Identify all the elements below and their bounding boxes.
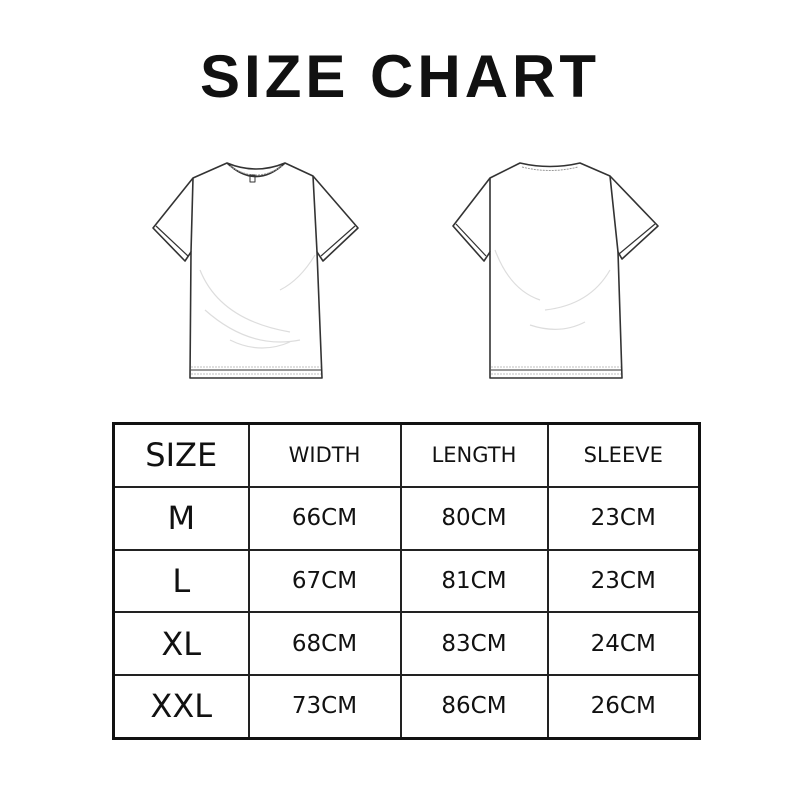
header-size: SIZE: [112, 422, 250, 488]
t-shirt-back-icon: [452, 162, 659, 379]
width-cell: 66CM: [247, 485, 402, 551]
page-title: SIZE CHART: [200, 43, 600, 110]
width-cell: 67CM: [247, 548, 402, 614]
sleeve-cell: 26CM: [546, 673, 701, 740]
length-cell: 81CM: [399, 548, 549, 614]
length-cell: 83CM: [399, 611, 549, 676]
table-row: XXL 73CM 86CM 26CM: [112, 673, 701, 740]
header-sleeve: SLEEVE: [546, 422, 701, 488]
table-row: XL 68CM 83CM 24CM: [112, 611, 701, 676]
size-cell: XL: [112, 611, 250, 676]
shirt-illustrations: [152, 162, 659, 379]
table-row: M 66CM 80CM 23CM: [112, 485, 701, 551]
t-shirt-front-icon: [152, 162, 359, 379]
size-table: SIZE WIDTH LENGTH SLEEVE M 66CM 80CM 23C…: [112, 422, 701, 740]
size-cell: L: [112, 548, 250, 614]
sleeve-cell: 24CM: [546, 611, 701, 676]
header-width: WIDTH: [247, 422, 402, 488]
width-cell: 73CM: [247, 673, 402, 740]
table-header-row: SIZE WIDTH LENGTH SLEEVE: [112, 422, 701, 488]
sleeve-cell: 23CM: [546, 485, 701, 551]
header-length: LENGTH: [399, 422, 549, 488]
size-cell: XXL: [112, 673, 250, 740]
sleeve-cell: 23CM: [546, 548, 701, 614]
size-cell: M: [112, 485, 250, 551]
width-cell: 68CM: [247, 611, 402, 676]
length-cell: 86CM: [399, 673, 549, 740]
length-cell: 80CM: [399, 485, 549, 551]
table-row: L 67CM 81CM 23CM: [112, 548, 701, 614]
